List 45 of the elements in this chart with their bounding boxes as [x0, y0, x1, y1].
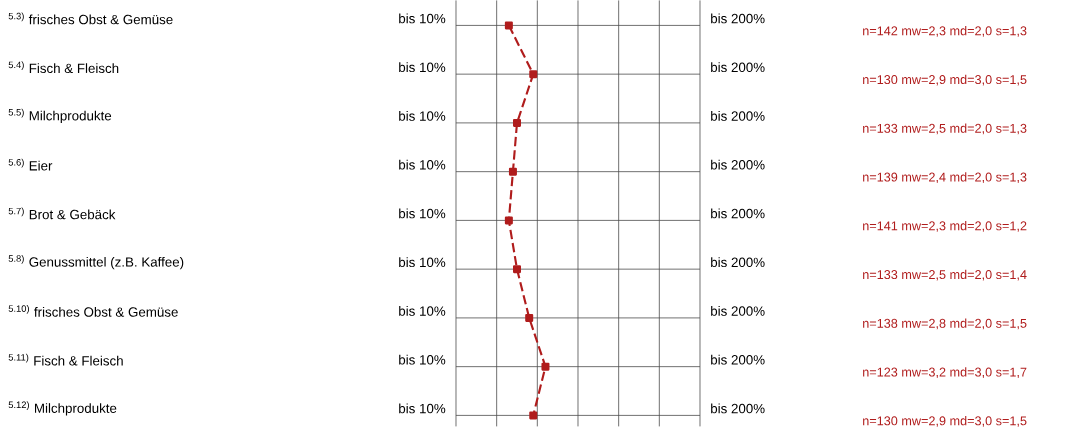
text: bis 10% — [399, 13, 446, 24]
data-label: n=142 mw=2,3 md=2,0 s=1,3 — [863, 26, 1027, 38]
text: bis 200% — [711, 111, 765, 122]
y-tick-label: $^{5.11)}$ Fisch & Fleisch — [8, 354, 123, 366]
point — [541, 362, 550, 371]
data-label: n=130 mw=2,9 md=3,0 s=1,5 — [863, 416, 1027, 428]
text: bis 10% — [399, 62, 446, 73]
data-label: n=141 mw=2,3 md=2,0 s=1,2 — [863, 221, 1027, 233]
text: bis 200% — [711, 62, 765, 73]
text: bis 10% — [399, 257, 446, 268]
point — [504, 216, 513, 225]
text: bis 10% — [399, 354, 446, 365]
text: bis 10% — [399, 403, 446, 414]
y-tick-label: $^{5.4)}$ Fisch & Fleisch — [8, 61, 119, 74]
text: bis 200% — [711, 208, 765, 219]
data-label: n=123 mw=3,2 md=3,0 s=1,7 — [863, 367, 1027, 379]
y-tick-label: $^{5.5)}$ Milchprodukte — [8, 108, 112, 124]
point — [512, 265, 521, 274]
point — [525, 314, 534, 323]
data-label: n=139 mw=2,4 md=2,0 s=1,3 — [863, 172, 1027, 184]
y-tick-label: $^{5.10)}$ frisches Obst & Gemüse — [8, 305, 178, 317]
text: bis 10% — [399, 111, 446, 122]
point — [529, 411, 538, 420]
text: bis 10% — [399, 159, 446, 170]
data-label: n=133 mw=2,5 md=2,0 s=1,4 — [863, 269, 1027, 281]
text: bis 200% — [711, 257, 765, 268]
point — [508, 167, 517, 176]
data-label: n=133 mw=2,5 md=2,0 s=1,3 — [863, 123, 1027, 135]
point — [504, 21, 513, 30]
y-tick-label: $^{5.3)}$ frisches Obst & Gemüse — [8, 12, 173, 25]
data-label: n=130 mw=2,9 md=3,0 s=1,5 — [863, 74, 1027, 86]
text: bis 10% — [399, 306, 446, 317]
y-tick-label: $^{5.7)}$ Brot & Gebäck — [8, 207, 116, 220]
text: bis 200% — [711, 306, 765, 317]
point — [529, 70, 538, 79]
data-label: n=138 mw=2,8 md=2,0 s=1,5 — [863, 318, 1027, 330]
y-tick-label: $^{5.12)}$ Milchprodukte — [8, 401, 117, 416]
text: bis 200% — [711, 13, 765, 24]
y-tick-label: $^{5.6)}$ Eier — [8, 159, 53, 171]
text: bis 200% — [711, 354, 765, 365]
text: bis 200% — [711, 403, 765, 414]
text: bis 10% — [399, 208, 446, 219]
point — [512, 119, 521, 128]
text: bis 200% — [711, 159, 765, 170]
y-tick-label: $^{5.8)}$ Genussmittel (z.B. Kaffee) — [8, 255, 184, 270]
